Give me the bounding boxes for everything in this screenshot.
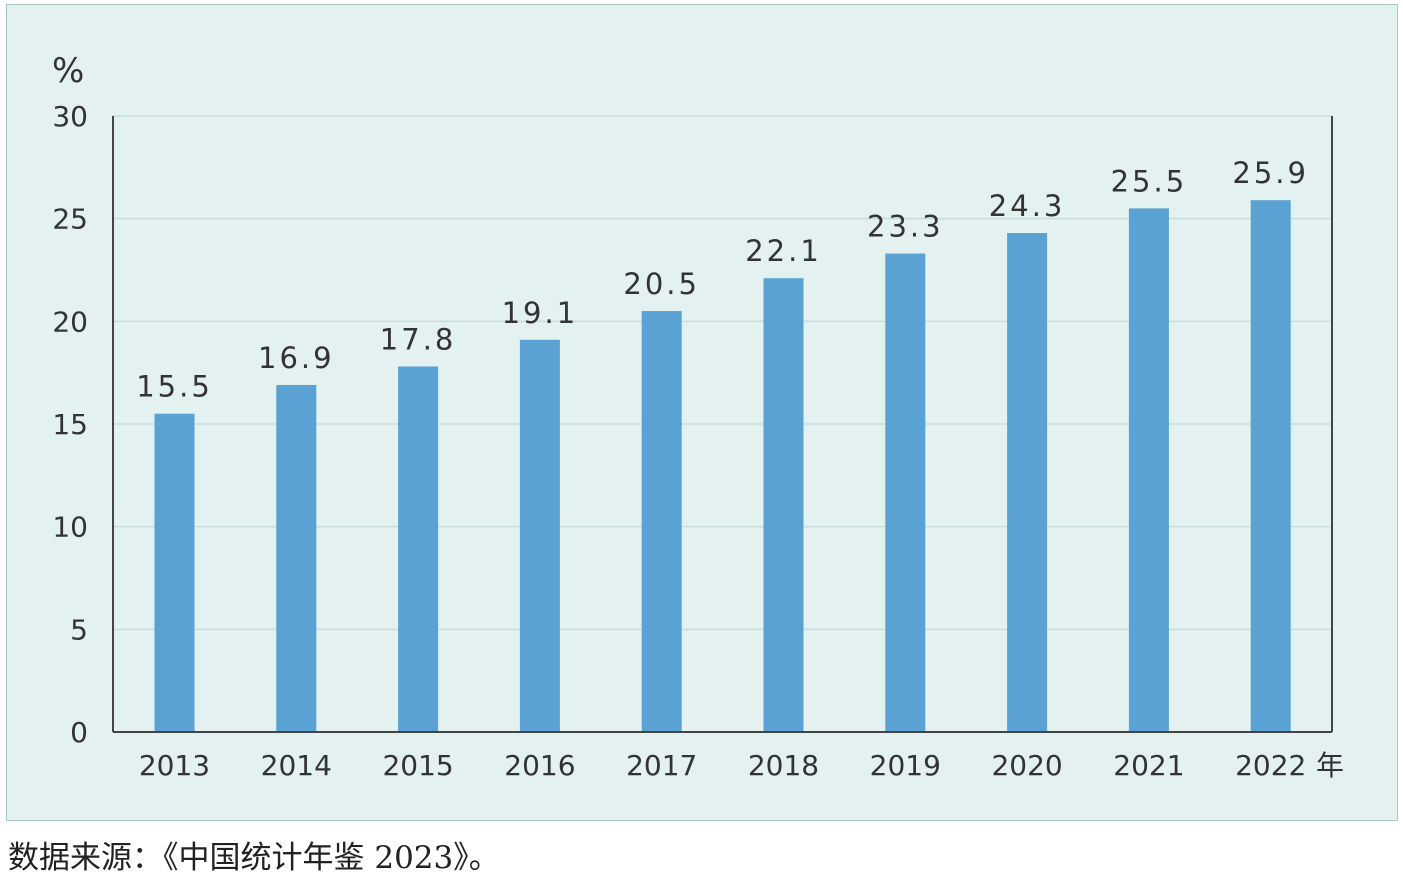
y-tick-label: 5 [70, 613, 88, 646]
data-label-2021: 25.5 [1111, 164, 1188, 198]
source-note: 数据来源：《中国统计年鉴 2023》。 [8, 840, 500, 876]
bar-2014 [276, 384, 317, 732]
y-tick-label: 10 [52, 511, 88, 544]
bar-2022 [1250, 200, 1291, 733]
data-label-2014: 16.9 [258, 341, 335, 375]
x-tick-label-2013: 2013 [139, 749, 210, 782]
x-tick-labels: 2013 2014 2015 2016 2017 2018 2019 2020 2021 2022 [139, 749, 1306, 782]
data-label-2016: 19.1 [502, 296, 579, 330]
y-tick-label: 30 [52, 100, 88, 133]
x-tick-label-2019: 2019 [870, 749, 941, 782]
x-tick-label-2015: 2015 [382, 749, 453, 782]
y-tick-label: 20 [52, 305, 88, 338]
x-axis-unit: 年 [1316, 749, 1344, 782]
data-label-2022: 25.9 [1232, 156, 1309, 190]
bar-2018 [763, 278, 804, 732]
y-tick-label: 25 [52, 203, 88, 236]
axes [112, 116, 1333, 733]
data-label-2013: 15.5 [136, 370, 213, 404]
data-label-2020: 24.3 [989, 189, 1066, 223]
bar-2017 [641, 311, 682, 732]
bar-2021 [1128, 208, 1169, 732]
bar-2016 [519, 339, 560, 732]
data-label-2019: 23.3 [867, 210, 944, 244]
bars [154, 200, 1291, 733]
x-tick-label-2021: 2021 [1113, 749, 1184, 782]
x-tick-label-2020: 2020 [991, 749, 1062, 782]
x-tick-label-2016: 2016 [504, 749, 575, 782]
data-labels: 15.5 16.9 17.8 19.1 20.5 22.1 23.3 24.3 25.5 25.9 [136, 156, 1309, 404]
bar-2019 [885, 253, 926, 732]
y-axis-unit: % [52, 51, 84, 91]
bar-2015 [398, 366, 439, 732]
bar-2013 [154, 413, 195, 732]
x-tick-label-2014: 2014 [261, 749, 332, 782]
data-label-2018: 22.1 [745, 234, 822, 268]
x-tick-label-2022: 2022 [1235, 749, 1306, 782]
data-label-2015: 17.8 [380, 323, 457, 357]
data-label-2017: 20.5 [623, 267, 700, 301]
x-tick-label-2018: 2018 [748, 749, 819, 782]
y-tick-label: 0 [70, 716, 88, 749]
y-tick-labels: 0 5 10 15 20 25 30 [52, 100, 88, 749]
x-tick-label-2017: 2017 [626, 749, 697, 782]
y-tick-label: 15 [52, 408, 88, 441]
bar-2020 [1007, 233, 1048, 733]
